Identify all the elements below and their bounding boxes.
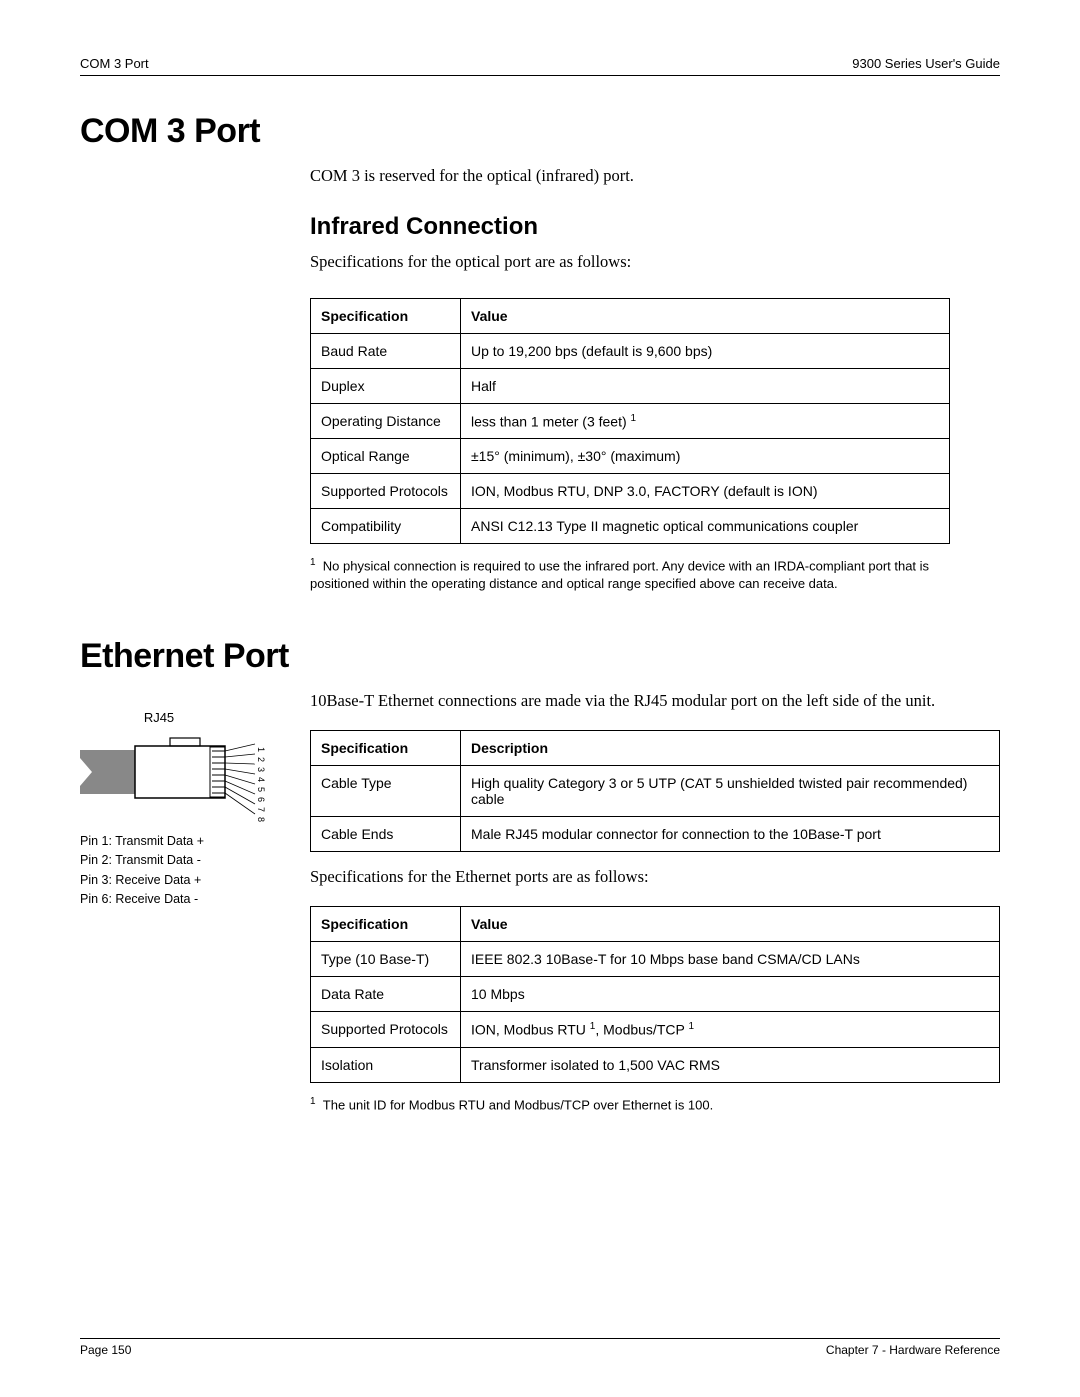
footer-left: Page 150 [80,1343,131,1357]
table-header: Specification [311,730,461,765]
rj45-figure: RJ45 1 2 [80,690,310,910]
table-cell: 10 Mbps [461,977,1000,1012]
svg-text:1: 1 [256,747,266,752]
footer-right: Chapter 7 - Hardware Reference [826,1343,1000,1357]
page-footer: Page 150 Chapter 7 - Hardware Reference [80,1338,1000,1357]
com3-intro: COM 3 is reserved for the optical (infra… [310,165,950,187]
table-cell: Compatibility [311,509,461,544]
svg-text:6: 6 [256,797,266,802]
page-header: COM 3 Port 9300 Series User's Guide [80,56,1000,76]
section-title-com3: COM 3 Port [80,112,1000,151]
table-cell: ION, Modbus RTU 1, Modbus/TCP 1 [461,1012,1000,1048]
svg-text:4: 4 [256,777,266,782]
ethernet-mid-text: Specifications for the Ethernet ports ar… [310,866,1000,888]
svg-text:8: 8 [256,817,266,822]
pin-label: Pin 1: Transmit Data + [80,832,310,851]
ethernet-footnote: 1 The unit ID for Modbus RTU and Modbus/… [310,1095,1000,1114]
table-cell: Operating Distance [311,403,461,439]
table-cell: Supported Protocols [311,1012,461,1048]
table-header: Value [461,907,1000,942]
table-cell: Male RJ45 modular connector for connecti… [461,816,1000,851]
header-right: 9300 Series User's Guide [852,56,1000,71]
svg-text:5: 5 [256,787,266,792]
table-cell: High quality Category 3 or 5 UTP (CAT 5 … [461,765,1000,816]
table-cell: Transformer isolated to 1,500 VAC RMS [461,1047,1000,1082]
table-header: Value [461,298,950,333]
section-title-ethernet: Ethernet Port [80,637,1000,676]
table-cell: ANSI C12.13 Type II magnetic optical com… [461,509,950,544]
table-cell: ±15° (minimum), ±30° (maximum) [461,439,950,474]
table-cell: ION, Modbus RTU, DNP 3.0, FACTORY (defau… [461,474,950,509]
ethernet-cable-table: Specification Description Cable TypeHigh… [310,730,1000,852]
infrared-heading: Infrared Connection [310,213,950,241]
ethernet-spec-table: Specification Value Type (10 Base-T)IEEE… [310,906,1000,1083]
infrared-footnote: 1 No physical connection is required to … [310,556,950,592]
svg-text:7: 7 [256,807,266,812]
table-cell: Duplex [311,368,461,403]
table-header: Specification [311,298,461,333]
table-cell: less than 1 meter (3 feet) 1 [461,403,950,439]
rj45-title: RJ45 [80,708,180,728]
table-cell: IEEE 802.3 10Base-T for 10 Mbps base ban… [461,942,1000,977]
table-cell: Isolation [311,1047,461,1082]
table-cell: Cable Ends [311,816,461,851]
table-header: Specification [311,907,461,942]
table-cell: Half [461,368,950,403]
table-cell: Baud Rate [311,333,461,368]
header-left: COM 3 Port [80,56,149,71]
svg-text:3: 3 [256,767,266,772]
pin-label: Pin 6: Receive Data - [80,890,310,909]
rj45-connector-icon: 1 2 3 4 5 6 7 8 [80,732,295,822]
ethernet-intro: 10Base-T Ethernet connections are made v… [310,690,1000,712]
pin-label: Pin 2: Transmit Data - [80,851,310,870]
infrared-intro: Specifications for the optical port are … [310,251,950,273]
table-cell: Supported Protocols [311,474,461,509]
table-cell: Cable Type [311,765,461,816]
table-cell: Data Rate [311,977,461,1012]
pin-label: Pin 3: Receive Data + [80,871,310,890]
infrared-spec-table: Specification Value Baud RateUp to 19,20… [310,298,950,545]
table-cell: Up to 19,200 bps (default is 9,600 bps) [461,333,950,368]
svg-text:2: 2 [256,757,266,762]
table-cell: Optical Range [311,439,461,474]
table-header: Description [461,730,1000,765]
table-cell: Type (10 Base-T) [311,942,461,977]
